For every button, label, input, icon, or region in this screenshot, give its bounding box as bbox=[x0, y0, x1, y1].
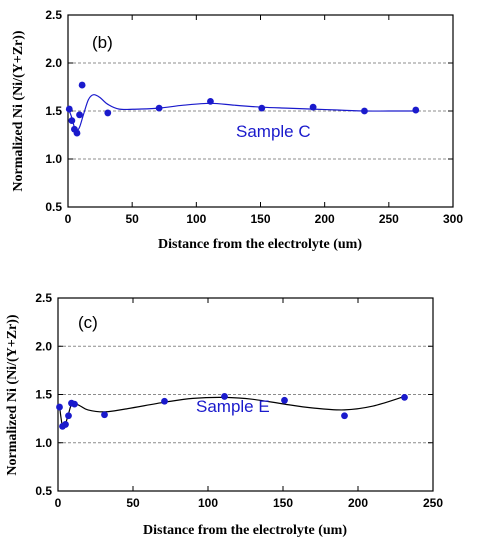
chart-b-data-point bbox=[73, 129, 81, 137]
chart-b-data-point bbox=[258, 104, 266, 112]
chart-b-fit-curve bbox=[68, 94, 416, 131]
chart-c-x-axis-title: Distance from the electrolyte (um) bbox=[143, 523, 347, 538]
chart-c-data-points bbox=[56, 393, 408, 430]
chart-b-data-point bbox=[104, 109, 112, 117]
chart-b-x-tick-label: 100 bbox=[186, 212, 206, 226]
chart-c-data-point bbox=[71, 400, 78, 408]
chart-b-x-axis-title: Distance from the electrolyte (um) bbox=[158, 237, 362, 252]
chart-b-x-tick-label: 200 bbox=[315, 212, 335, 226]
chart-c-gridlines bbox=[58, 345, 433, 444]
chart-b-data-point bbox=[207, 98, 214, 105]
chart-b-x-tick-label: 150 bbox=[250, 212, 270, 226]
chart-c-y-axis-title: Normalized Ni (Ni/(Y+Zr)) bbox=[5, 314, 20, 475]
chart-b-x-tick-labels: 0 50 100 150 200 250 300 bbox=[65, 212, 464, 226]
chart-c-ticks bbox=[57, 297, 434, 492]
chart-b-data-point bbox=[309, 103, 317, 111]
chart-c-sample-label: Sample E bbox=[196, 397, 270, 416]
chart-b-y-tick-label: 1.5 bbox=[45, 104, 62, 118]
chart-b-y-axis-title: Normalized Ni (Ni/(Y+Zr)) bbox=[11, 30, 26, 191]
chart-c-data-point bbox=[65, 412, 72, 420]
chart-c-panel-label: (c) bbox=[78, 313, 98, 332]
chart-b-data-point bbox=[78, 81, 86, 89]
chart-b-x-tick-label: 300 bbox=[443, 212, 463, 226]
chart-b-y-tick-labels: 0.5 1.0 1.5 2.0 2.5 bbox=[45, 8, 62, 214]
chart-b-data-point bbox=[412, 106, 420, 114]
chart-b-x-tick-label: 50 bbox=[125, 212, 139, 226]
chart-b-sample-label: Sample C bbox=[236, 122, 311, 141]
chart-b-y-tick-label: 1.0 bbox=[45, 152, 62, 166]
chart-c-x-tick-label: 0 bbox=[55, 496, 62, 510]
chart-c-x-tick-label: 150 bbox=[273, 496, 293, 510]
chart-b-data-point bbox=[155, 104, 163, 112]
chart-c-x-tick-label: 200 bbox=[348, 496, 368, 510]
chart-b-data-point bbox=[76, 111, 83, 119]
chart-c-x-tick-label: 250 bbox=[423, 496, 443, 510]
chart-c-data-point bbox=[161, 397, 168, 405]
chart-c-data-point bbox=[341, 412, 348, 420]
chart-b-y-tick-label: 2.5 bbox=[45, 8, 62, 22]
chart-c-y-tick-label: 0.5 bbox=[35, 484, 52, 498]
chart-b-data-point bbox=[68, 117, 76, 124]
chart-b-panel-label: (b) bbox=[92, 33, 113, 52]
chart-c-x-tick-label: 50 bbox=[126, 496, 140, 510]
chart-b-x-tick-label: 0 bbox=[65, 212, 72, 226]
chart-c-y-tick-label: 2.5 bbox=[35, 291, 52, 305]
chart-c-x-tick-labels: 0 50 100 150 200 250 bbox=[55, 496, 444, 510]
chart-c-data-point bbox=[281, 396, 288, 404]
chart-b: 0.5 1.0 1.5 2.0 2.5 0 50 100 150 200 250 300 (b) S… bbox=[11, 8, 463, 252]
chart-b-data-point bbox=[361, 107, 368, 115]
chart-c-data-point bbox=[62, 421, 69, 428]
chart-b-data-point bbox=[65, 105, 73, 113]
chart-c-y-tick-label: 1.5 bbox=[35, 388, 52, 402]
chart-b-data-points bbox=[65, 81, 420, 137]
chart-c-y-tick-label: 1.0 bbox=[35, 436, 52, 450]
chart-c-data-point bbox=[56, 403, 63, 411]
chart-c: 0.5 1.0 1.5 2.0 2.5 0 50 100 150 200 250 (c) Samp… bbox=[5, 291, 443, 538]
chart-b-ticks bbox=[67, 14, 454, 208]
chart-c-data-point bbox=[401, 393, 408, 401]
chart-b-y-tick-label: 2.0 bbox=[45, 56, 62, 70]
chart-c-y-tick-labels: 0.5 1.0 1.5 2.0 2.5 bbox=[35, 291, 52, 498]
chart-c-data-point bbox=[221, 393, 228, 400]
chart-c-data-point bbox=[101, 411, 108, 419]
chart-c-y-tick-label: 2.0 bbox=[35, 339, 52, 353]
chart-b-y-tick-label: 0.5 bbox=[45, 200, 62, 214]
chart-b-x-tick-label: 250 bbox=[379, 212, 399, 226]
chart-c-x-tick-label: 100 bbox=[198, 496, 218, 510]
